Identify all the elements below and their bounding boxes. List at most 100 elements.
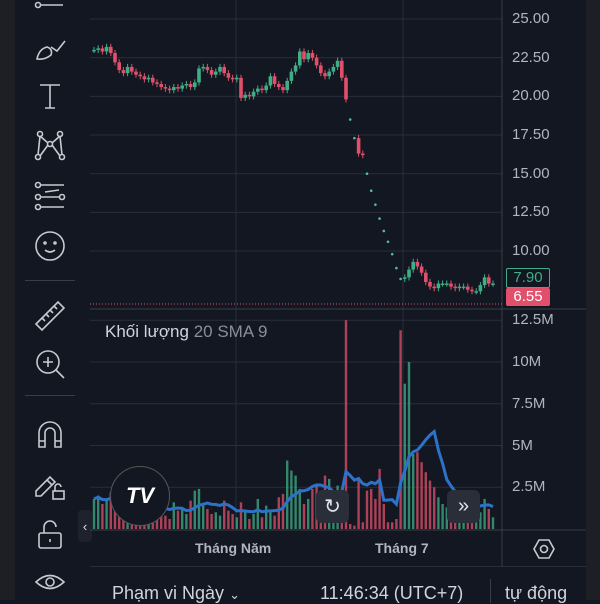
candle-body <box>146 77 151 80</box>
scroll-to-realtime-button[interactable]: » <box>447 490 480 523</box>
volume-tick-label: 7.5M <box>512 394 546 412</box>
volume-bar <box>235 517 238 529</box>
horizontal-line-tool[interactable] <box>32 0 68 20</box>
logo-text: TV <box>125 483 155 508</box>
candle-body <box>428 281 432 287</box>
volume-bar <box>399 330 402 529</box>
candle-body <box>419 266 424 273</box>
volume-bar <box>210 513 213 529</box>
volume-bar <box>487 508 490 529</box>
candle-body <box>293 65 298 72</box>
price-tick-label: 25.00 <box>512 10 550 27</box>
price-tick-label: 12.50 <box>512 203 550 221</box>
prediction-tool[interactable] <box>32 178 68 214</box>
brush-tool[interactable] <box>32 30 68 66</box>
candle-body <box>121 70 126 74</box>
volume-indicator-legend[interactable]: Khối lượng 20 SMA 9 <box>105 322 267 342</box>
volume-bar <box>202 503 205 529</box>
candle-body <box>193 82 197 88</box>
tradingview-logo[interactable]: TV <box>110 466 170 526</box>
volume-bar <box>412 453 415 529</box>
lock-drawings-tool[interactable] <box>32 466 68 502</box>
candle-body <box>335 60 340 67</box>
volume-bar <box>441 503 444 529</box>
candle-body <box>239 77 243 98</box>
volume-bar <box>290 470 293 529</box>
ruler-tool[interactable] <box>32 298 68 334</box>
date-range-label: Phạm vi Ngày <box>112 583 225 603</box>
clock-timezone[interactable]: 11:46:34 (UTC+7) <box>320 583 464 603</box>
bottom-divider <box>490 579 491 603</box>
price-tick-label: 10.00 <box>512 242 550 260</box>
price-tick-label: 22.50 <box>512 48 550 66</box>
reset-chart-button[interactable]: ↻ <box>316 490 349 523</box>
zoom-in-tool[interactable] <box>32 346 68 382</box>
volume-bar <box>118 512 121 529</box>
collapse-toolbar-button[interactable]: ‹ <box>78 510 92 542</box>
volume-bar <box>269 510 272 529</box>
unlock-icon <box>38 520 62 549</box>
volume-bar <box>357 478 360 529</box>
volume-bar <box>239 502 243 529</box>
volume-bar <box>361 522 364 529</box>
volume-bar <box>265 505 268 529</box>
auto-scale-toggle[interactable]: tự động <box>505 583 568 603</box>
candle-body <box>113 53 117 63</box>
volume-bar <box>483 498 486 529</box>
pencil-lock-icon <box>35 475 65 500</box>
flat-day-dot <box>378 217 381 220</box>
volume-bar <box>281 493 285 529</box>
candle-body <box>415 261 420 267</box>
price-tick-label: 17.50 <box>512 126 550 144</box>
flat-day-dot <box>399 277 402 281</box>
volume-bar <box>113 507 117 529</box>
volume-tick-label: 2.5M <box>512 478 546 496</box>
candle-body <box>277 83 281 88</box>
candle-body <box>205 66 210 71</box>
candle-body <box>478 285 483 292</box>
volume-bar <box>437 497 440 529</box>
volume-bar <box>277 497 280 529</box>
candle-body <box>197 68 201 83</box>
price-tick-label: 20.00 <box>512 87 550 105</box>
volume-bar <box>491 517 495 529</box>
date-range-selector[interactable]: Phạm vi Ngày ⌄ <box>112 583 240 604</box>
candle-body <box>331 66 336 72</box>
text-tool[interactable] <box>32 78 68 114</box>
candle-body <box>453 286 457 289</box>
candle-body <box>319 65 323 74</box>
candle-body <box>285 80 289 91</box>
candle-body <box>344 77 348 100</box>
eye-icon <box>34 574 66 590</box>
volume-bar <box>185 513 188 529</box>
candle-body <box>243 94 247 98</box>
volume-bar <box>298 488 301 529</box>
volume-bar <box>382 503 385 529</box>
volume-bar <box>101 503 104 529</box>
candle-body <box>159 83 163 88</box>
candle-body <box>445 283 449 286</box>
volume-bar <box>260 517 264 529</box>
candle-body <box>134 71 138 75</box>
candle-body <box>142 76 147 80</box>
lock-tool[interactable] <box>32 516 68 552</box>
candle-body <box>125 66 130 74</box>
volume-bar <box>365 490 369 529</box>
candle-body <box>289 71 294 81</box>
volume-bar <box>479 512 482 529</box>
candle-body <box>310 53 315 58</box>
right-edge <box>586 0 600 600</box>
volume-bar <box>181 507 184 529</box>
volume-bar <box>391 522 394 529</box>
candle-body <box>461 286 466 289</box>
settings-button[interactable] <box>530 536 558 562</box>
emoji-tool[interactable] <box>32 228 68 264</box>
candle-body <box>209 70 214 75</box>
magnet-tool[interactable] <box>32 416 68 452</box>
pattern-tool[interactable] <box>32 128 68 164</box>
volume-bar <box>92 498 96 529</box>
volume-bar <box>206 508 209 529</box>
volume-bar <box>109 492 112 529</box>
visibility-tool[interactable] <box>32 564 68 600</box>
chevron-left-icon: ‹ <box>82 518 88 534</box>
